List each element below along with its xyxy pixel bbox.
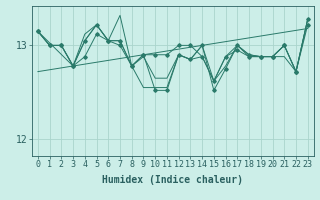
X-axis label: Humidex (Indice chaleur): Humidex (Indice chaleur) — [102, 175, 243, 185]
